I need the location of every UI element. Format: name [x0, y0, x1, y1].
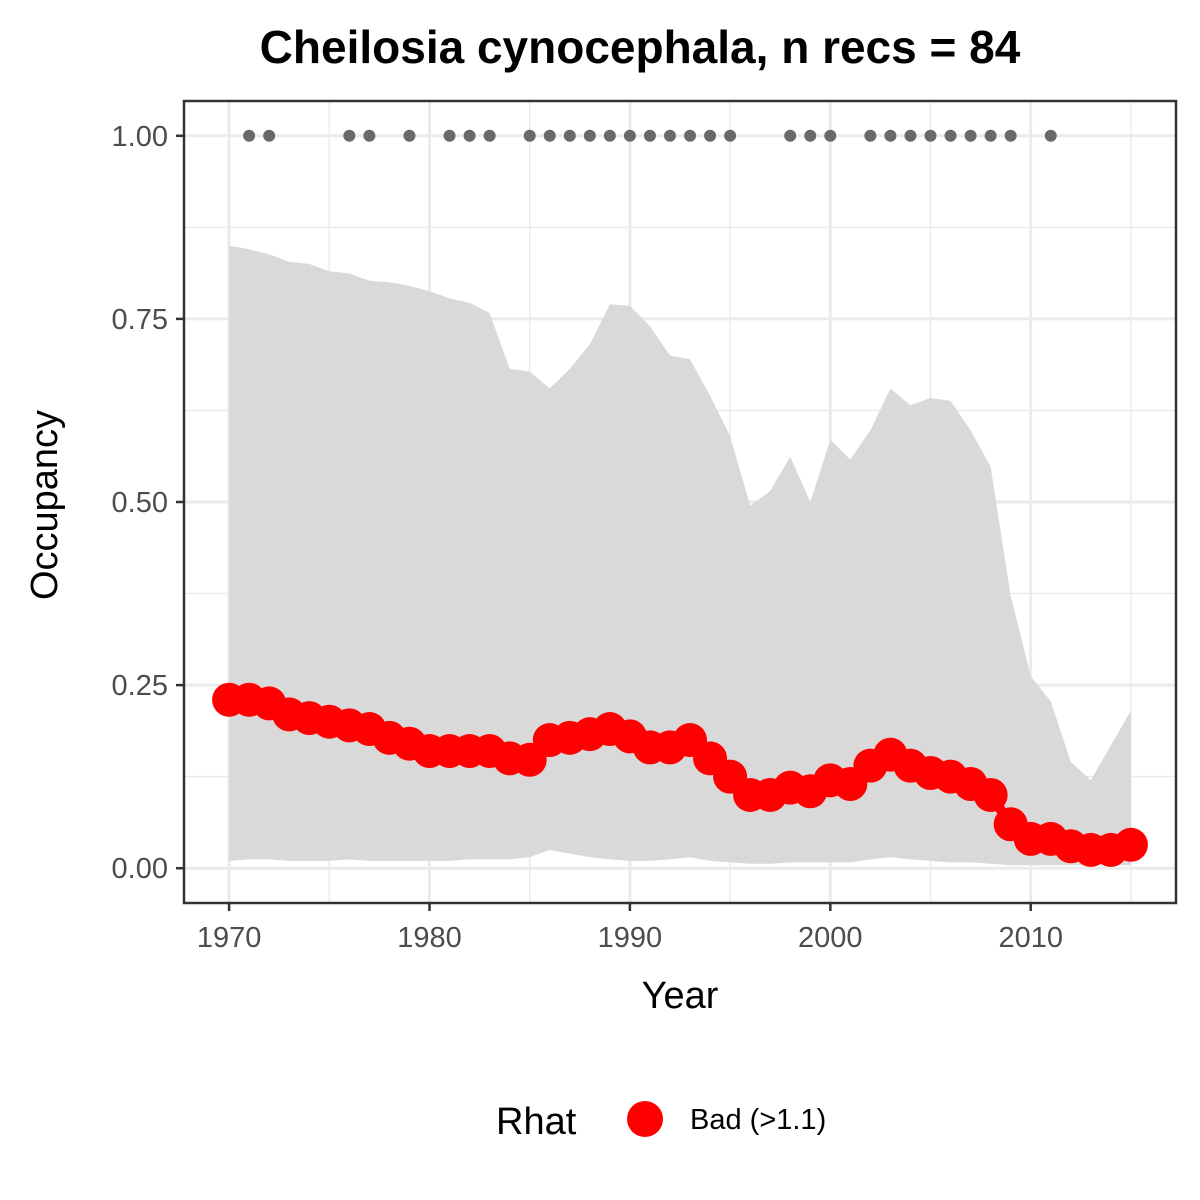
record-point — [964, 129, 977, 142]
y-tick-label: 0.50 — [112, 487, 168, 519]
x-tick-label: 2000 — [798, 922, 863, 954]
record-point — [483, 129, 496, 142]
record-point — [583, 129, 596, 142]
record-point — [704, 129, 717, 142]
x-tick-label: 1970 — [197, 922, 262, 954]
legend-title: Rhat — [496, 1101, 577, 1143]
record-point — [243, 129, 256, 142]
chart-title: Cheilosia cynocephala, n recs = 84 — [260, 21, 1021, 73]
record-point — [804, 129, 817, 142]
y-tick-label: 0.25 — [112, 670, 168, 702]
x-axis-title: Year — [642, 975, 719, 1017]
record-point — [824, 129, 837, 142]
record-point — [623, 129, 636, 142]
record-point — [864, 129, 877, 142]
record-point — [784, 129, 797, 142]
x-tick-label: 1990 — [598, 922, 663, 954]
record-point — [884, 129, 897, 142]
record-point — [563, 129, 576, 142]
record-point — [924, 129, 937, 142]
axis-ticks: 1970 1980 1990 2000 2010 0.00 0.25 0.50 0.75 1.00 — [112, 121, 1063, 954]
record-point — [724, 129, 737, 142]
record-point — [1004, 129, 1017, 142]
legend-key-bad — [627, 1101, 663, 1137]
x-tick-label: 1980 — [397, 922, 462, 954]
legend: Rhat Bad (>1.1) — [496, 1101, 826, 1143]
record-point — [263, 129, 276, 142]
y-tick-label: 1.00 — [112, 121, 168, 153]
record-point — [643, 129, 656, 142]
record-point — [363, 129, 376, 142]
record-point — [904, 129, 917, 142]
record-point — [343, 129, 356, 142]
record-point — [684, 129, 697, 142]
record-point — [443, 129, 456, 142]
record-points — [243, 129, 1057, 142]
record-point — [463, 129, 476, 142]
credible-interval-area — [229, 245, 1131, 866]
record-point — [1044, 129, 1057, 142]
panel-border — [182, 99, 1178, 905]
occupancy-point — [973, 777, 1008, 812]
record-point — [523, 129, 536, 142]
record-point — [984, 129, 997, 142]
record-point — [944, 129, 957, 142]
record-point — [663, 129, 676, 142]
credible-interval-band — [229, 245, 1131, 866]
legend-label-bad: Bad (>1.1) — [690, 1104, 826, 1136]
x-tick-label: 2010 — [998, 922, 1063, 954]
y-tick-label: 0.75 — [112, 304, 168, 336]
occupancy-point — [1113, 827, 1148, 862]
record-point — [403, 129, 416, 142]
y-tick-label: 0.00 — [112, 853, 168, 885]
occupancy-series — [212, 682, 1148, 867]
record-point — [543, 129, 556, 142]
y-axis-title: Occupancy — [24, 410, 66, 600]
record-point — [603, 129, 616, 142]
